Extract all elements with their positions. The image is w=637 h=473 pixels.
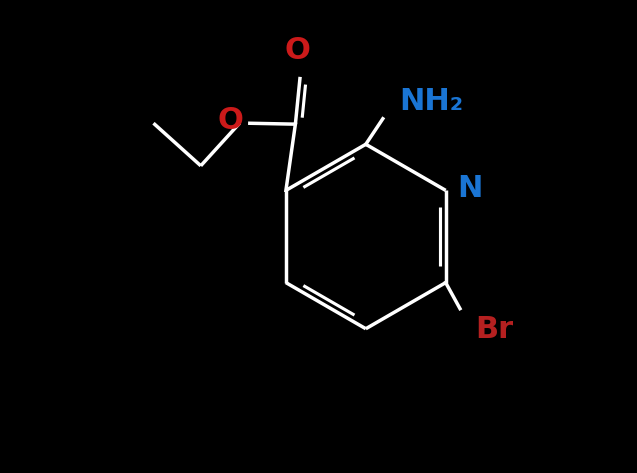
Text: NH₂: NH₂ bbox=[399, 87, 463, 116]
Text: O: O bbox=[285, 36, 311, 65]
Text: Br: Br bbox=[475, 315, 513, 344]
Text: O: O bbox=[217, 106, 243, 135]
Text: N: N bbox=[457, 174, 483, 202]
